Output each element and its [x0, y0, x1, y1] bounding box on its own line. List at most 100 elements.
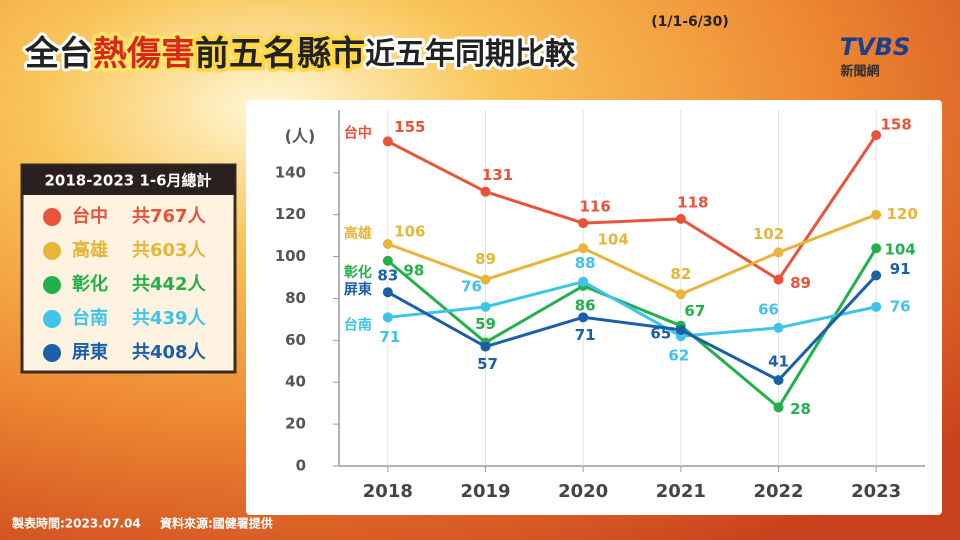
data-point [480, 341, 491, 352]
y-tick-label: 120 [275, 205, 306, 223]
value-label: 41 [768, 353, 789, 371]
x-tick-label: 2022 [753, 481, 803, 502]
title-part: 全台 [24, 34, 93, 74]
value-label: 86 [575, 296, 596, 314]
series-label: 台中 [344, 124, 372, 141]
data-point [578, 276, 589, 287]
data-point [871, 270, 882, 281]
y-tick-label: 40 [285, 373, 306, 391]
data-point [578, 312, 589, 323]
value-label: 98 [403, 261, 424, 279]
x-tick-label: 2019 [460, 481, 510, 502]
series-label: 台南 [344, 316, 372, 333]
data-point [578, 218, 589, 229]
data-point [871, 243, 882, 254]
data-point [382, 287, 393, 298]
data-point [382, 312, 393, 323]
value-label: 82 [670, 265, 691, 283]
footer: 製表時間:2023.07.04 [11, 516, 141, 531]
data-point [773, 375, 784, 386]
data-point [773, 322, 784, 333]
y-tick-label: 0 [296, 457, 306, 475]
data-point [480, 186, 491, 197]
series-line [387, 274, 878, 382]
data-point [382, 255, 393, 266]
x-tick-label: 2018 [363, 481, 413, 502]
value-label: 76 [461, 277, 482, 295]
data-point [773, 247, 784, 258]
logo-sub: 新聞網 [840, 64, 879, 80]
value-label: 71 [575, 326, 596, 344]
legend-box [20, 163, 237, 374]
data-point [871, 130, 882, 141]
y-axis-label: (人) [285, 127, 316, 146]
series-label: 屏東 [344, 281, 372, 298]
legend-marker [43, 344, 61, 362]
value-label: 155 [394, 118, 425, 136]
legend-name: 台南 [72, 307, 108, 329]
value-label: 67 [684, 302, 705, 320]
series-line [387, 134, 878, 282]
chart-title: 全台熱傷害前五名縣市近五年同期比較 [24, 34, 576, 74]
value-label: 57 [477, 355, 498, 373]
legend-name: 屏東 [72, 341, 108, 363]
legend-marker [43, 276, 61, 294]
y-tick-label: 140 [275, 163, 306, 181]
value-label: 76 [890, 297, 911, 315]
title-part: 熱傷害 [93, 34, 195, 74]
value-label: 59 [475, 315, 496, 333]
data-point [773, 402, 784, 413]
value-label: 118 [677, 193, 708, 211]
footer: 資料來源:國健署提供 [160, 516, 273, 531]
value-label: 104 [598, 231, 629, 249]
value-label: 83 [377, 267, 398, 285]
y-tick-label: 60 [285, 331, 306, 349]
value-label: 131 [482, 166, 513, 184]
data-point [871, 301, 882, 312]
data-point [871, 209, 882, 220]
series-label: 彰化 [344, 264, 372, 281]
value-label: 104 [885, 241, 916, 259]
value-label: 91 [890, 260, 911, 278]
legend-total: 共767人 [132, 206, 207, 227]
legend-name: 彰化 [72, 273, 108, 295]
value-label: 116 [580, 198, 611, 216]
title-part: 近五年同期比較 [365, 37, 576, 72]
y-tick-label: 20 [285, 415, 306, 433]
x-tick-label: 2023 [851, 481, 901, 502]
series-label: 高雄 [344, 225, 372, 242]
data-point [675, 213, 686, 224]
data-point [578, 243, 589, 254]
legend-name: 台中 [72, 205, 108, 227]
series-line [387, 213, 877, 296]
logo: TVBS [840, 33, 911, 61]
subtitle: (1/1-6/30) [651, 14, 729, 30]
legend-total: 共439人 [132, 308, 207, 329]
title-part: 前五名縣市 [195, 34, 365, 74]
legend-header [22, 165, 235, 195]
legend-total: 共408人 [132, 342, 207, 363]
data-point [382, 136, 393, 147]
value-label: 88 [575, 254, 596, 272]
series-line [386, 247, 878, 410]
data-point [675, 324, 686, 335]
value-label: 120 [887, 205, 918, 223]
data-point [675, 289, 686, 300]
legend-marker [43, 242, 61, 260]
value-label: 102 [753, 225, 784, 243]
x-tick-label: 2020 [558, 481, 608, 502]
legend-title: 2018-2023 1-6月總計 [44, 172, 211, 190]
y-tick-label: 100 [275, 247, 306, 265]
value-label: 89 [475, 250, 496, 268]
data-point [480, 274, 491, 285]
legend-marker [43, 208, 61, 226]
data-point [382, 239, 393, 250]
value-label: 71 [379, 328, 400, 346]
data-point [773, 274, 784, 285]
data-point [480, 301, 491, 312]
plot-panel [246, 100, 942, 515]
x-tick-label: 2021 [656, 481, 706, 502]
value-label: 65 [650, 324, 671, 342]
legend-total: 共603人 [132, 240, 207, 261]
